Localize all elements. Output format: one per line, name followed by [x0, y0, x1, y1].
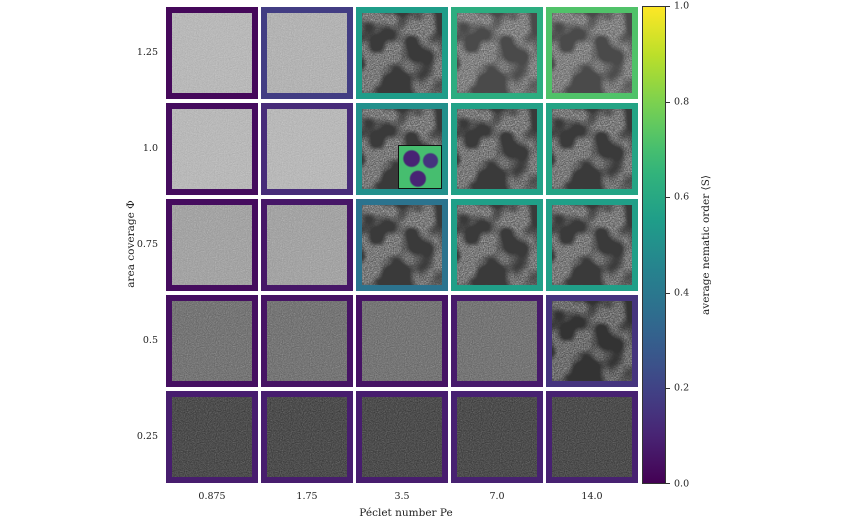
colorbar-tick-label: 0.2 [674, 382, 690, 394]
panel-texture [457, 205, 537, 285]
x-tick-label: 14.0 [581, 491, 603, 502]
panel-texture [552, 109, 632, 189]
colorbar-tick-mark [666, 388, 670, 390]
panel-phi-0.75-pe-1.75 [261, 199, 353, 291]
colorbar-tick-mark [666, 6, 670, 7]
panel-texture [457, 301, 537, 381]
panel-phi-0.5-pe-7.0 [451, 295, 543, 387]
y-tick-label: 0.75 [136, 239, 158, 250]
panel-texture [172, 13, 252, 93]
panel-texture [457, 13, 537, 93]
panel-texture [362, 301, 442, 381]
panel-phi-1.0-pe-7.0 [451, 103, 543, 195]
inset-nematic-field [398, 145, 442, 189]
panel-texture [457, 397, 537, 477]
y-tick-label: 1.25 [136, 47, 158, 58]
panel-texture [552, 13, 632, 93]
panel-phi-1.0-pe-1.75 [261, 103, 353, 195]
panel-phi-1.25-pe-1.75 [261, 7, 353, 99]
panel-phi-0.25-pe-1.75 [261, 391, 353, 483]
panel-phi-1.25-pe-14.0 [546, 7, 638, 99]
panel-phi-0.75-pe-14.0 [546, 199, 638, 291]
panel-phi-1.25-pe-3.5 [356, 7, 448, 99]
panel-phi-0.25-pe-14.0 [546, 391, 638, 483]
y-tick-label: 0.5 [142, 335, 158, 346]
panel-texture [172, 397, 252, 477]
colorbar-tick-label: 0.4 [674, 287, 690, 299]
panel-texture [172, 301, 252, 381]
colorbar-tick-mark [666, 483, 670, 484]
colorbar-tick-label: 0.8 [674, 96, 690, 108]
panel-phi-1.0-pe-14.0 [546, 103, 638, 195]
panel-texture [362, 397, 442, 477]
panel-phi-1.25-pe-0.875 [166, 7, 258, 99]
y-tick-label: 1.0 [142, 143, 158, 154]
panel-phi-0.5-pe-0.875 [166, 295, 258, 387]
panel-phi-0.5-pe-1.75 [261, 295, 353, 387]
panel-texture [267, 301, 347, 381]
panel-texture [267, 397, 347, 477]
panel-phi-0.75-pe-0.875 [166, 199, 258, 291]
panel-phi-0.75-pe-7.0 [451, 199, 543, 291]
panel-phi-0.75-pe-3.5 [356, 199, 448, 291]
x-axis-label: Péclet number Pe [359, 507, 453, 519]
colorbar-label: average nematic order ⟨S⟩ [700, 175, 712, 315]
panel-texture [172, 205, 252, 285]
panel-texture [172, 109, 252, 189]
colorbar-tick-label: 1.0 [674, 0, 690, 12]
panel-texture [267, 109, 347, 189]
colorbar [642, 6, 666, 484]
panel-texture [267, 205, 347, 285]
x-tick-label: 3.5 [394, 491, 410, 502]
colorbar-tick-label: 0.0 [674, 478, 690, 490]
panel-texture [362, 205, 442, 285]
panel-phi-1.25-pe-7.0 [451, 7, 543, 99]
x-tick-label: 1.75 [296, 491, 318, 502]
panel-texture [552, 301, 632, 381]
y-axis-label: area coverage Φ [125, 200, 137, 288]
colorbar-tick-label: 0.6 [674, 191, 690, 203]
panel-phi-1.0-pe-0.875 [166, 103, 258, 195]
panel-phi-0.5-pe-3.5 [356, 295, 448, 387]
panel-texture [362, 13, 442, 93]
x-tick-label: 0.875 [198, 491, 226, 502]
panel-texture [267, 13, 347, 93]
y-tick-label: 0.25 [136, 431, 158, 442]
panel-texture [552, 205, 632, 285]
panel-phi-0.5-pe-14.0 [546, 295, 638, 387]
panel-texture [552, 397, 632, 477]
colorbar-tick-mark [666, 101, 670, 103]
panel-phi-0.25-pe-7.0 [451, 391, 543, 483]
x-tick-label: 7.0 [489, 491, 505, 502]
colorbar-ticks: 0.0 0.2 0.4 0.6 0.8 1.0 [666, 1, 706, 490]
panel-phi-0.25-pe-0.875 [166, 391, 258, 483]
colorbar-tick-mark [666, 197, 670, 199]
colorbar-tick-mark [666, 292, 670, 294]
panel-texture [457, 109, 537, 189]
panel-phi-1.0-pe-3.5 [356, 103, 448, 195]
panel-phi-0.25-pe-3.5 [356, 391, 448, 483]
